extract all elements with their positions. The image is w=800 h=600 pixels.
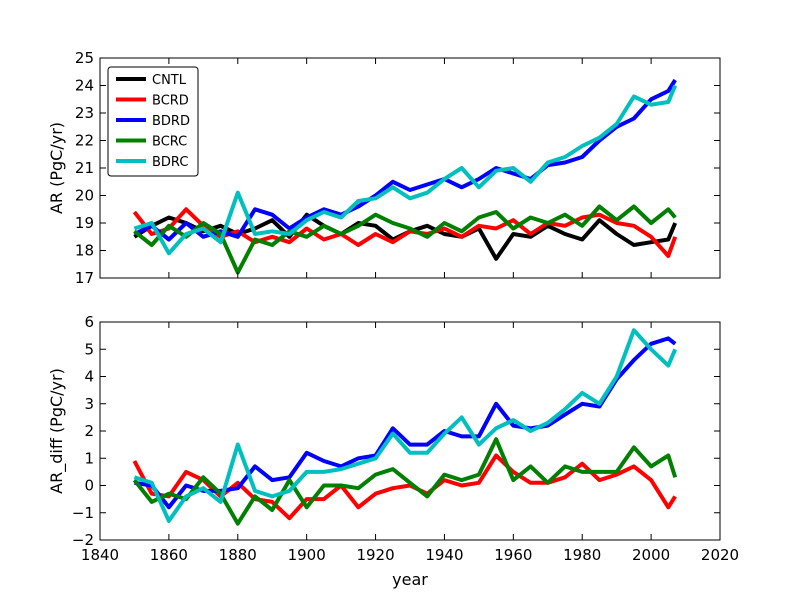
y-tick-label: 0 [84,477,94,495]
series-line-bdrc [133,84,678,256]
x-tick-label: 1900 [288,546,326,564]
x-tick-label: 1960 [494,546,532,564]
y-tick-label: −2 [72,531,94,549]
y-tick-label: −1 [72,504,94,522]
x-axis-label: year [392,570,428,589]
legend-label-bcrd: BCRD [152,94,189,109]
x-tick-label: 1940 [425,546,463,564]
top-panel: 17 18 19 20 21 22 23 24 25 AR (PgC/yr) CNTL BCRD BDR… [47,49,721,287]
y-tick-label: 18 [75,242,94,260]
y-tick-label: 4 [84,368,94,386]
y-tick-label: 25 [75,49,94,67]
x-tick-label: 1880 [219,546,257,564]
legend-label-bdrc: BDRC [152,155,188,170]
y-tick-label: 22 [75,132,94,150]
x-tick-label: 1840 [81,546,119,564]
series-group [132,78,678,275]
y-tick-label: 3 [84,395,94,413]
y-tick-label: 5 [84,340,94,358]
y-tick-label: 19 [75,214,94,232]
y-tick-label: 23 [75,104,94,122]
y-tick-label: 1 [84,449,94,467]
x-tick-label: 2020 [701,546,739,564]
series-line-bdrc [133,328,678,523]
legend: CNTL BCRD BDRD BCRC BDRC [107,66,199,177]
legend-label-cntl: CNTL [152,73,187,88]
y-tick-label: 21 [75,159,94,177]
legend-label-bdrd: BDRD [152,114,190,129]
series-group [132,328,678,526]
y-axis-label: AR (PgC/yr) [47,122,66,214]
x-tick-label: 1980 [563,546,601,564]
y-tick-label: 17 [75,269,94,287]
series-line-bdrd [134,336,677,510]
series-line-bdrd [133,78,677,242]
y-axis-label: AR_diff (PgC/yr) [47,368,67,494]
y-tick-label: 6 [84,313,94,331]
y-tick-label: 20 [75,187,94,205]
y-tick-label: 24 [75,77,94,95]
y-tick-label: 2 [84,422,94,440]
x-tick-label: 1920 [356,546,394,564]
bottom-panel: −2 −1 0 1 2 3 4 5 6 1840 1860 1880 1900 1920 1940 1960 1… [47,313,739,564]
series-line-bcrc [133,204,677,275]
legend-box [107,66,199,177]
legend-label-bcrc: BCRC [152,135,187,150]
x-tick-label: 2000 [632,546,670,564]
x-tick-label: 1860 [150,546,188,564]
series-line-bcrc [132,437,678,526]
